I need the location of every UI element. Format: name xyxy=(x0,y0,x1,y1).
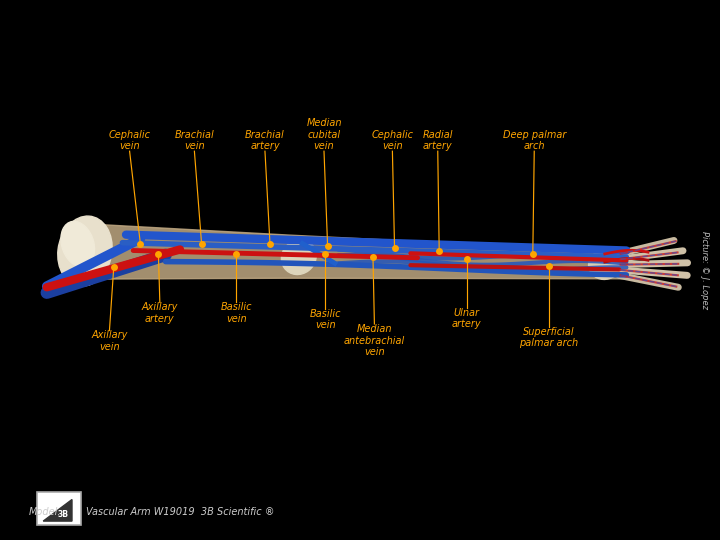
Ellipse shape xyxy=(58,216,112,286)
Text: Cephalic
vein: Cephalic vein xyxy=(109,130,150,151)
Polygon shape xyxy=(43,500,72,521)
Text: Axillary
vein: Axillary vein xyxy=(91,330,127,352)
Polygon shape xyxy=(72,223,626,279)
Text: 3B: 3B xyxy=(58,510,69,518)
Text: Median
cubital
vein: Median cubital vein xyxy=(306,118,342,151)
Text: Vascular Arm W19019  3B Scientific ®: Vascular Arm W19019 3B Scientific ® xyxy=(86,507,275,517)
Text: Basilic
vein: Basilic vein xyxy=(310,309,341,330)
Text: Model:: Model: xyxy=(29,507,61,517)
Text: Brachial
artery: Brachial artery xyxy=(245,130,285,151)
Text: Superficial
palmar arch: Superficial palmar arch xyxy=(519,327,578,348)
Text: Deep palmar
arch: Deep palmar arch xyxy=(503,130,566,151)
Text: Picture: © J. Lopez: Picture: © J. Lopez xyxy=(700,231,708,309)
Text: Radial
artery: Radial artery xyxy=(423,130,453,151)
Ellipse shape xyxy=(282,240,316,274)
Text: Axillary
artery: Axillary artery xyxy=(142,302,178,324)
FancyBboxPatch shape xyxy=(37,492,81,525)
Text: Brachial
vein: Brachial vein xyxy=(174,130,215,151)
Text: Median
antebrachial
vein: Median antebrachial vein xyxy=(343,324,405,357)
Text: Basilic
vein: Basilic vein xyxy=(220,302,252,324)
Text: Cephalic
vein: Cephalic vein xyxy=(372,130,413,151)
Ellipse shape xyxy=(61,221,94,267)
Text: Ulnar
artery: Ulnar artery xyxy=(451,308,482,329)
Ellipse shape xyxy=(588,250,621,279)
